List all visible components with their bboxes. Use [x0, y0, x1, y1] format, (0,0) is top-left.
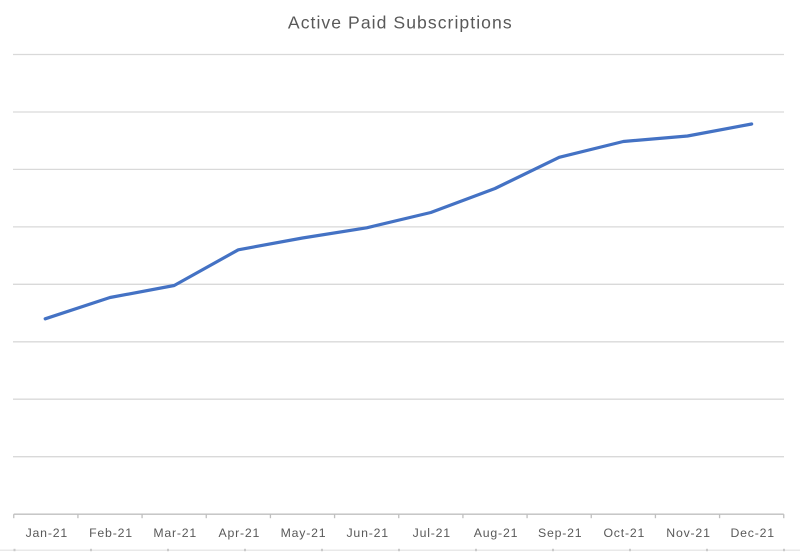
svg-text:Sep-21: Sep-21 — [538, 526, 582, 540]
svg-text:Apr-21: Apr-21 — [218, 526, 260, 540]
svg-text:Nov-21: Nov-21 — [666, 526, 710, 540]
svg-text:Oct-21: Oct-21 — [603, 526, 645, 540]
svg-text:Active Paid Subscriptions: Active Paid Subscriptions — [288, 13, 513, 33]
svg-text:Feb-21: Feb-21 — [89, 526, 133, 540]
svg-text:Jan-21: Jan-21 — [26, 526, 68, 540]
svg-text:May-21: May-21 — [281, 526, 327, 540]
svg-text:Mar-21: Mar-21 — [153, 526, 197, 540]
svg-text:Jun-21: Jun-21 — [346, 526, 388, 540]
svg-text:Jul-21: Jul-21 — [413, 526, 451, 540]
svg-text:Dec-21: Dec-21 — [730, 526, 774, 540]
svg-text:Aug-21: Aug-21 — [474, 526, 518, 540]
